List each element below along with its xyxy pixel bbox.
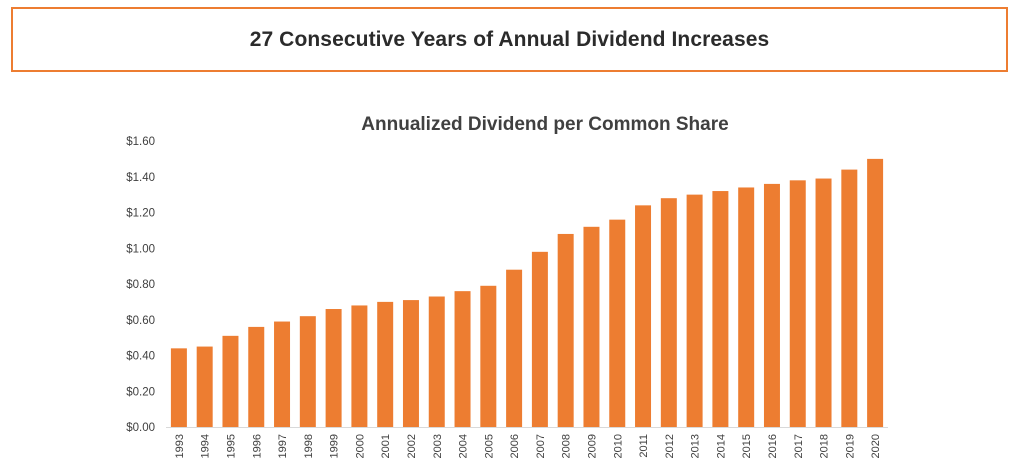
x-tick-label: 1993: [174, 434, 186, 458]
y-tick-label: $1.00: [126, 243, 155, 255]
bar-2011: [635, 205, 652, 427]
bars-group: [170, 158, 884, 428]
x-tick-label: 1995: [225, 434, 237, 458]
bar-2020: [867, 158, 884, 428]
x-tick-label: 2005: [483, 434, 495, 458]
y-tick-label: $1.40: [126, 172, 155, 184]
y-tick-label: $0.20: [126, 386, 155, 398]
bar-2012: [660, 198, 677, 427]
x-tick-label: 1999: [329, 434, 341, 458]
bar-2015: [738, 187, 755, 427]
bar-2004: [454, 291, 471, 427]
x-tick-label: 2020: [870, 434, 882, 458]
bar-2014: [712, 191, 729, 427]
y-tick-label: $1.20: [126, 208, 155, 220]
x-tick-label: 2008: [561, 434, 573, 458]
bar-1995: [222, 335, 239, 427]
x-tick-label: 2004: [458, 434, 470, 458]
x-tick-label: 1998: [303, 434, 315, 458]
y-tick-label: $1.60: [126, 136, 155, 148]
bar-2019: [841, 169, 858, 427]
x-axis: 1993 1994 1995 1996 1997 1998 1999 2000 2001 2002…: [174, 434, 882, 458]
x-tick-label: 2012: [664, 434, 676, 458]
x-tick-label: 2016: [767, 434, 779, 458]
y-tick-label: $0.60: [126, 315, 155, 327]
bar-2010: [609, 219, 626, 427]
bar-2001: [377, 301, 394, 428]
x-tick-label: 2003: [432, 434, 444, 458]
bar-2018: [815, 178, 832, 427]
header-banner: 27 Consecutive Years of Annual Dividend …: [11, 7, 1008, 72]
bar-2016: [763, 183, 780, 427]
x-tick-label: 2007: [535, 434, 547, 458]
bar-2003: [428, 296, 445, 427]
y-axis: $0.00 $0.20 $0.40 $0.60 $0.80 $1.00 $1.20 $1.40…: [126, 136, 155, 434]
x-tick-label: 2000: [354, 434, 366, 458]
x-tick-label: 2019: [844, 434, 856, 458]
x-tick-label: 2013: [690, 434, 702, 458]
x-tick-label: 2015: [741, 434, 753, 458]
x-tick-label: 2002: [406, 434, 418, 458]
bar-1993: [170, 348, 187, 427]
x-tick-label: 2010: [612, 434, 624, 458]
bar-2000: [351, 305, 368, 427]
bar-1999: [325, 309, 342, 427]
x-tick-label: 1997: [277, 434, 289, 458]
y-tick-label: $0.00: [126, 422, 155, 434]
bar-2002: [402, 300, 419, 427]
x-tick-label: 2017: [793, 434, 805, 458]
x-tick-label: 2014: [715, 434, 727, 458]
x-tick-label: 1996: [251, 434, 263, 458]
page-title: 27 Consecutive Years of Annual Dividend …: [249, 27, 770, 51]
bar-1997: [274, 321, 291, 427]
x-tick-label: 2001: [380, 434, 392, 458]
x-tick-label: 2011: [638, 434, 650, 458]
bar-2005: [480, 285, 497, 427]
bar-2013: [686, 194, 703, 428]
x-tick-label: 2009: [586, 434, 598, 458]
y-tick-label: $0.80: [126, 279, 155, 291]
chart-title: Annualized Dividend per Common Share: [361, 114, 728, 135]
x-tick-label: 2018: [819, 434, 831, 458]
y-tick-label: $0.40: [126, 351, 155, 363]
bar-2006: [506, 269, 523, 427]
bar-2007: [531, 251, 548, 427]
bar-2009: [583, 226, 600, 427]
x-tick-label: 1994: [200, 434, 212, 458]
bar-2008: [557, 233, 574, 427]
x-tick-label: 2006: [509, 434, 521, 458]
bar-1998: [299, 316, 316, 427]
bar-1994: [196, 346, 213, 427]
bar-2017: [789, 180, 806, 427]
bar-1996: [248, 326, 265, 427]
